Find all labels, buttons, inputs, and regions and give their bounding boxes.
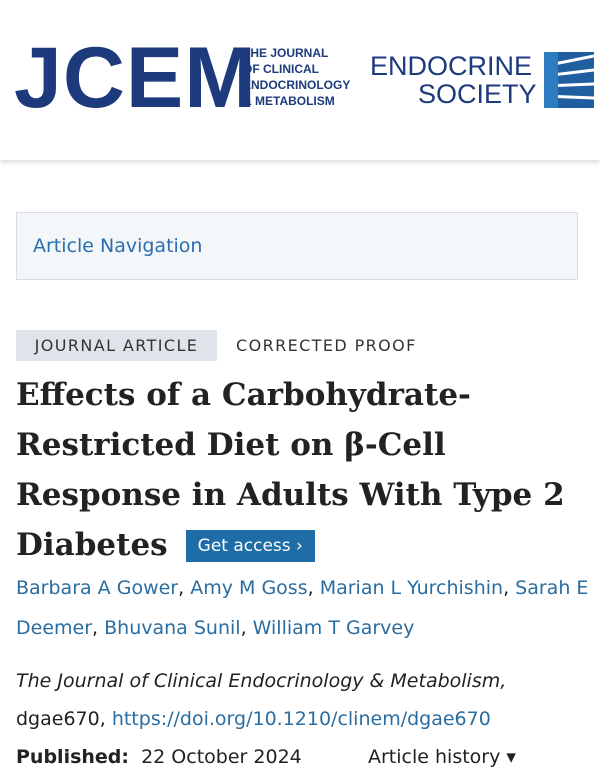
society-line: ENDOCRINE <box>370 51 533 81</box>
author-link[interactable]: Amy M Goss <box>190 577 308 599</box>
doi-link[interactable]: https://doi.org/10.1210/clinem/dgae670 <box>111 708 491 730</box>
button-label[interactable]: Get access <box>197 536 291 556</box>
get-access-button[interactable]: Get access › <box>185 530 315 562</box>
journal-logo[interactable]: JCEM <box>14 30 257 126</box>
author-separator: , <box>240 617 247 639</box>
author-link[interactable]: William T Garvey <box>252 617 415 639</box>
journal-name-line: THE JOURNAL <box>243 46 329 60</box>
title-text: Effects of a Carbohydrate-Restricted Die… <box>16 377 565 563</box>
article-navigation[interactable]: Article Navigation <box>16 212 578 280</box>
article-type-tag: JOURNAL ARTICLE <box>16 330 217 361</box>
journal-name-line: ENDOCRINOLOGY <box>243 78 351 92</box>
published-info: Published: 22 October 2024 <box>16 738 302 776</box>
navigation-label[interactable]: Article Navigation <box>33 235 203 257</box>
author-link[interactable]: Sarah E Deemer <box>16 577 589 639</box>
society-logo <box>544 52 594 108</box>
journal-name: THE JOURNAL OF CLINICAL ENDOCRINOLOGY & … <box>243 45 350 109</box>
author-separator: , <box>178 577 185 599</box>
article-title: Effects of a Carbohydrate-Restricted Die… <box>16 370 581 570</box>
society-name[interactable]: ENDOCRINE SOCIETY <box>370 52 537 108</box>
article-history[interactable]: Article history ▾ <box>368 746 516 768</box>
author-separator: , <box>307 577 314 599</box>
article-status-tag: CORRECTED PROOF <box>236 336 417 355</box>
journal-name-line: & METABOLISM <box>243 94 335 108</box>
article-id: dgae670, <box>16 708 106 730</box>
history-label[interactable]: Article history <box>368 746 501 768</box>
author-link[interactable]: Barbara A Gower <box>16 577 179 599</box>
site-header: JCEM THE JOURNAL OF CLINICAL ENDOCRINOLO… <box>0 0 600 160</box>
journal-name-line: OF CLINICAL <box>243 62 319 76</box>
author-link[interactable]: Marian L Yurchishin <box>319 577 504 599</box>
society-line: SOCIETY <box>418 79 537 109</box>
published-date: 22 October 2024 <box>141 746 302 768</box>
author-separator: , <box>92 617 99 639</box>
published-label: Published: <box>16 746 129 768</box>
author-separator: , <box>503 577 510 599</box>
author-list: Barbara A Gower, Amy M Goss, Marian L Yu… <box>16 568 591 648</box>
citation: The Journal of Clinical Endocrinology & … <box>16 662 596 738</box>
journal-title: The Journal of Clinical Endocrinology & … <box>16 670 507 692</box>
author-link[interactable]: Bhuvana Sunil <box>104 617 241 639</box>
